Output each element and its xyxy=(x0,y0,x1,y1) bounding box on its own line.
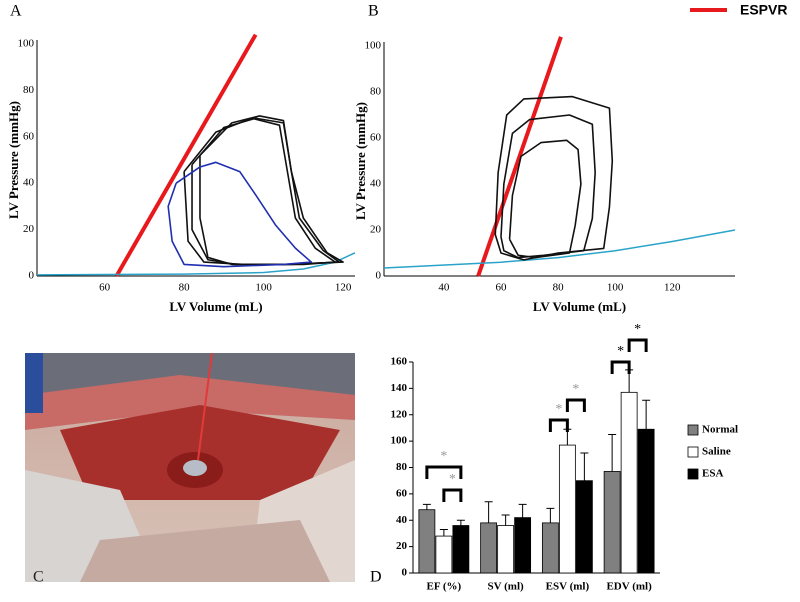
y-tick-label: 120 xyxy=(391,408,408,420)
y-tick-label: 0 xyxy=(29,270,35,282)
y-tick-label: 40 xyxy=(23,177,35,189)
panel-label: B xyxy=(368,3,379,20)
panel-label: C xyxy=(33,569,44,586)
y-tick-label: 160 xyxy=(391,356,408,368)
series-line xyxy=(114,33,258,277)
error-bar xyxy=(518,503,527,518)
y-tick-label: 20 xyxy=(370,224,382,236)
error-bar xyxy=(580,452,589,481)
legend-swatch xyxy=(687,424,699,436)
y-tick-label: 60 xyxy=(396,487,408,499)
significance-bracket xyxy=(442,488,463,502)
bar xyxy=(480,522,498,574)
bar xyxy=(637,428,655,574)
series-line xyxy=(183,117,336,266)
y-tick-label: 20 xyxy=(23,223,35,235)
legend-swatch xyxy=(687,468,699,480)
error-bar xyxy=(422,503,431,510)
bar xyxy=(575,480,593,574)
error-bar xyxy=(546,507,555,523)
series-line xyxy=(167,161,313,268)
y-tick-label: 60 xyxy=(23,130,35,142)
x-tick-label: 40 xyxy=(438,282,450,294)
significance-star: * xyxy=(449,472,456,487)
bar xyxy=(541,522,559,574)
x-tick-label: 80 xyxy=(553,282,565,294)
series-line xyxy=(191,117,340,266)
x-axis-label: LV Volume (mL) xyxy=(169,299,262,314)
x-tick-label: EF (%) xyxy=(427,581,462,593)
y-tick-label: 60 xyxy=(370,132,382,144)
legend-label: Normal xyxy=(702,424,738,436)
error-bar xyxy=(456,519,465,526)
y-tick-label: 140 xyxy=(391,382,408,394)
significance-star: * xyxy=(617,344,624,359)
y-tick-label: 40 xyxy=(396,514,408,526)
x-axis-label: LV Volume (mL) xyxy=(533,299,626,314)
y-tick-label: 80 xyxy=(370,86,382,98)
series-line xyxy=(500,114,596,259)
x-tick-label: ESV (ml) xyxy=(546,581,590,593)
error-bar xyxy=(608,434,617,472)
y-tick-label: 40 xyxy=(370,178,382,190)
bar xyxy=(497,525,515,574)
bar xyxy=(452,525,470,574)
y-tick-label: 80 xyxy=(396,461,408,473)
y-tick-label: 100 xyxy=(18,38,35,50)
y-tick-label: 0 xyxy=(402,567,408,579)
legend-label: ESA xyxy=(702,468,723,480)
error-bar xyxy=(501,514,510,526)
significance-star: * xyxy=(634,322,641,337)
error-bar xyxy=(484,501,493,523)
legend-swatch xyxy=(687,446,699,458)
significance-star: * xyxy=(440,449,447,464)
bar xyxy=(558,444,576,574)
legend-label: ESPVR xyxy=(740,2,787,18)
x-tick-label: 60 xyxy=(99,282,111,294)
significance-bracket xyxy=(425,465,463,479)
significance-bracket xyxy=(548,418,569,432)
series-line xyxy=(36,252,356,276)
bar xyxy=(418,509,436,574)
x-tick-label: 100 xyxy=(607,282,624,294)
y-tick-label: 100 xyxy=(391,435,408,447)
significance-bracket xyxy=(627,338,648,352)
significance-star: * xyxy=(572,382,579,397)
legend-label: Saline xyxy=(702,446,731,458)
x-tick-label: 120 xyxy=(335,282,352,294)
y-tick-label: 80 xyxy=(23,84,35,96)
series-line xyxy=(494,95,614,261)
photo xyxy=(25,353,355,582)
series-line xyxy=(383,229,736,269)
y-axis-label: LV Pressure (mmHg) xyxy=(353,102,368,220)
significance-bracket xyxy=(565,398,586,412)
series-line xyxy=(508,139,582,259)
x-tick-label: 100 xyxy=(255,282,272,294)
bar xyxy=(514,517,532,574)
panel-label: A xyxy=(10,3,22,20)
bar xyxy=(435,535,453,574)
series-line xyxy=(199,115,344,266)
y-tick-label: 20 xyxy=(396,540,408,552)
error-bar xyxy=(642,399,651,430)
x-tick-label: SV (ml) xyxy=(488,581,524,593)
significance-star: * xyxy=(555,402,562,417)
y-tick-label: 100 xyxy=(365,40,382,52)
x-tick-label: 120 xyxy=(664,282,681,294)
y-tick-label: 0 xyxy=(376,270,382,282)
bar xyxy=(620,391,638,574)
x-tick-label: 60 xyxy=(496,282,508,294)
x-tick-label: 80 xyxy=(179,282,191,294)
significance-bracket xyxy=(610,360,631,374)
x-tick-label: EDV (ml) xyxy=(606,581,652,593)
series-line xyxy=(476,36,563,277)
error-bar xyxy=(439,528,448,537)
panel-label: D xyxy=(370,569,382,586)
bar xyxy=(603,471,621,574)
y-axis-label: LV Pressure (mmHg) xyxy=(6,101,21,219)
